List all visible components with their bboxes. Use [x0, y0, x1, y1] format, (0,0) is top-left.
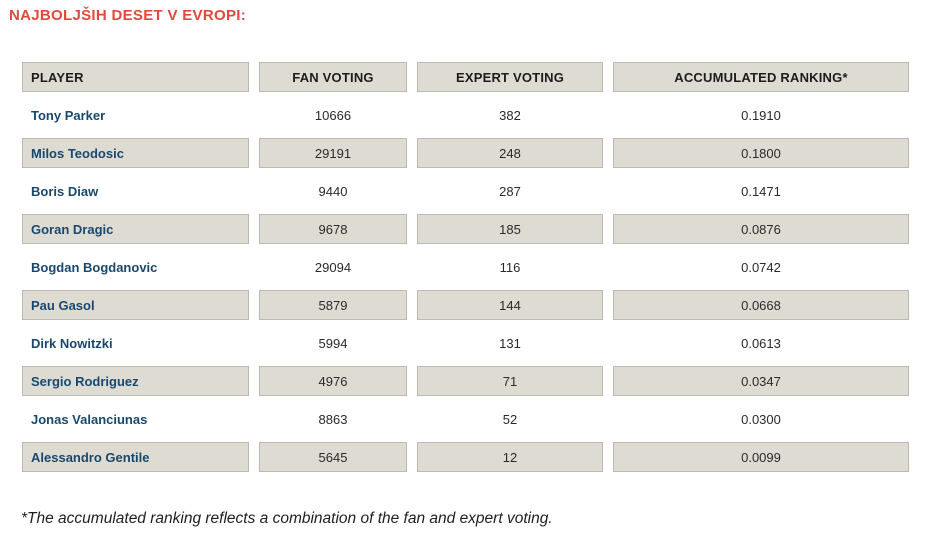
accumulated-ranking-value: 0.1800	[613, 138, 909, 168]
expert-voting-value: 71	[417, 366, 603, 396]
column-header-player: PLAYER	[22, 62, 249, 92]
expert-voting-value: 116	[499, 259, 521, 275]
player-name-link[interactable]: Jonas Valanciunas	[31, 411, 148, 427]
accumulated-ranking-value: 0.0300	[741, 411, 781, 427]
accumulated-ranking-value: 0.0668	[613, 290, 909, 320]
player-cell: Sergio Rodriguez	[22, 366, 249, 396]
player-cell: Milos Teodosic	[22, 138, 249, 168]
player-cell: Alessandro Gentile	[22, 442, 249, 472]
player-name-link[interactable]: Boris Diaw	[31, 183, 99, 199]
table-row: Goran Dragic 9678 185 0.0876	[22, 214, 909, 244]
accumulated-ranking-value: 0.0613	[741, 335, 781, 351]
table-row: Pau Gasol 5879 144 0.0668	[22, 290, 909, 320]
player-cell: Tony Parker	[22, 100, 249, 130]
fan-voting-value: 5645	[259, 442, 407, 472]
player-cell: Jonas Valanciunas	[22, 404, 249, 434]
table-row: Alessandro Gentile 5645 12 0.0099	[22, 442, 909, 472]
fan-voting-value: 29094	[314, 259, 352, 275]
accumulated-ranking-value: 0.1471	[741, 183, 781, 199]
table-row: Dirk Nowitzki 5994 131 0.0613	[22, 328, 909, 358]
fan-voting-value: 29191	[259, 138, 407, 168]
expert-voting-value: 144	[417, 290, 603, 320]
player-cell: Dirk Nowitzki	[22, 328, 249, 358]
table-row: Boris Diaw 9440 287 0.1471	[22, 176, 909, 206]
table-row: Milos Teodosic 29191 248 0.1800	[22, 138, 909, 168]
accumulated-ranking-value: 0.0876	[613, 214, 909, 244]
table-header-row: PLAYER FAN VOTING EXPERT VOTING ACCUMULA…	[22, 62, 909, 92]
column-header-fan-voting: FAN VOTING	[259, 62, 407, 92]
accumulated-ranking-value: 0.1910	[741, 107, 781, 123]
accumulated-ranking-value: 0.0347	[613, 366, 909, 396]
accumulated-ranking-value: 0.0099	[613, 442, 909, 472]
player-cell: Pau Gasol	[22, 290, 249, 320]
player-name-link[interactable]: Milos Teodosic	[31, 145, 124, 161]
table-row: Bogdan Bogdanovic 29094 116 0.0742	[22, 252, 909, 282]
player-name-link[interactable]: Sergio Rodriguez	[31, 373, 139, 389]
fan-voting-value: 8863	[318, 411, 348, 427]
player-name-link[interactable]: Alessandro Gentile	[31, 449, 150, 465]
table-row: Tony Parker 10666 382 0.1910	[22, 100, 909, 130]
expert-voting-value: 12	[417, 442, 603, 472]
fan-voting-value: 5994	[318, 335, 348, 351]
fan-voting-value: 10666	[314, 107, 352, 123]
fan-voting-value: 5879	[259, 290, 407, 320]
table-row: Sergio Rodriguez 4976 71 0.0347	[22, 366, 909, 396]
player-name-link[interactable]: Bogdan Bogdanovic	[31, 259, 158, 275]
fan-voting-value: 9440	[318, 183, 348, 199]
page-title: NAJBOLJŠIH DESET V EVROPI:	[9, 7, 247, 24]
accumulated-ranking-value: 0.0742	[741, 259, 781, 275]
table-row: Jonas Valanciunas 8863 52 0.0300	[22, 404, 909, 434]
player-name-link[interactable]: Goran Dragic	[31, 221, 114, 237]
footnote: *The accumulated ranking reflects a comb…	[21, 510, 553, 527]
expert-voting-value: 287	[499, 183, 521, 199]
player-cell: Goran Dragic	[22, 214, 249, 244]
fan-voting-value: 9678	[259, 214, 407, 244]
player-cell: Boris Diaw	[22, 176, 249, 206]
player-name-link[interactable]: Tony Parker	[31, 107, 106, 123]
expert-voting-value: 131	[499, 335, 521, 351]
fan-voting-value: 4976	[259, 366, 407, 396]
player-name-link[interactable]: Pau Gasol	[31, 297, 95, 313]
player-name-link[interactable]: Dirk Nowitzki	[31, 335, 113, 351]
expert-voting-value: 52	[502, 411, 518, 427]
column-header-accumulated-ranking: ACCUMULATED RANKING*	[613, 62, 909, 92]
expert-voting-value: 248	[417, 138, 603, 168]
column-header-expert-voting: EXPERT VOTING	[417, 62, 603, 92]
player-cell: Bogdan Bogdanovic	[22, 252, 249, 282]
expert-voting-value: 382	[499, 107, 521, 123]
player-ranking-table: PLAYER FAN VOTING EXPERT VOTING ACCUMULA…	[12, 54, 919, 480]
expert-voting-value: 185	[417, 214, 603, 244]
